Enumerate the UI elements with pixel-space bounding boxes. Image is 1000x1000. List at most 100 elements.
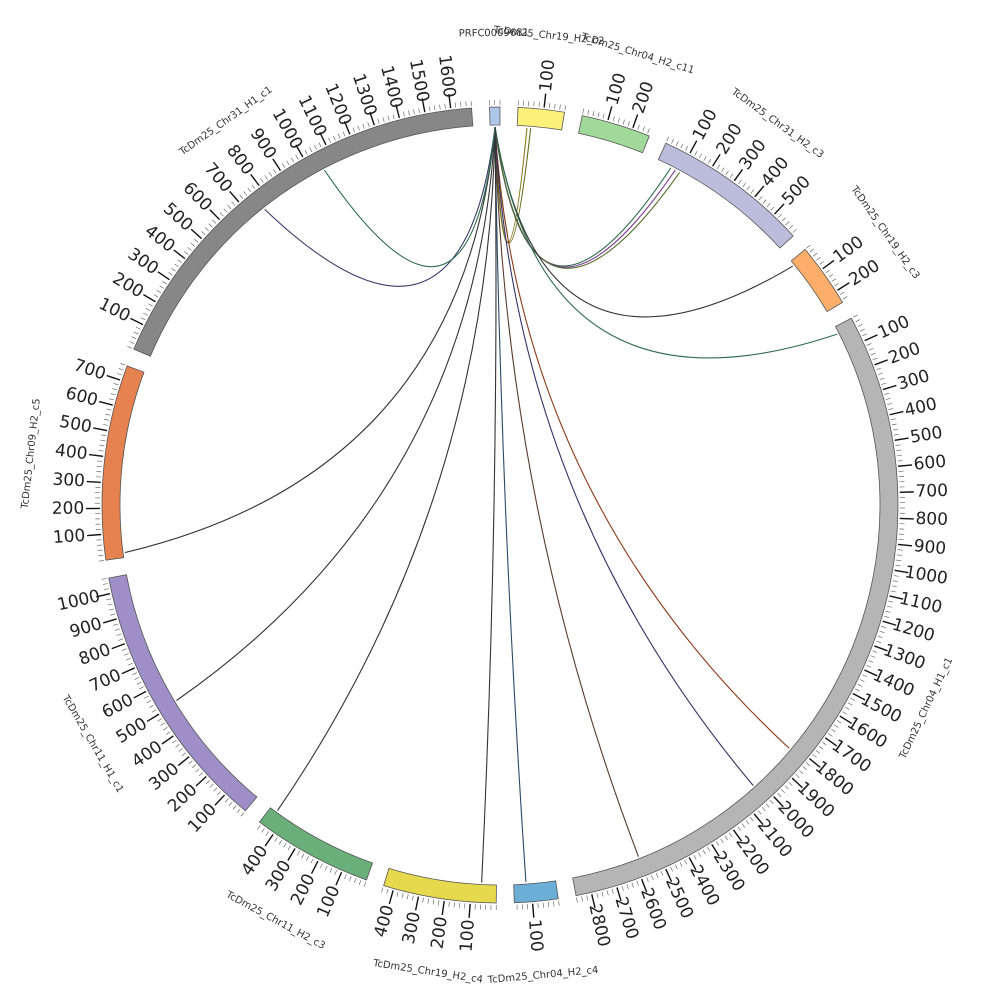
minor-tick — [144, 695, 149, 699]
minor-tick — [627, 121, 630, 127]
minor-tick — [251, 184, 256, 189]
minor-tick — [582, 108, 585, 114]
minor-tick — [281, 163, 286, 168]
minor-tick — [168, 272, 173, 276]
minor-tick — [162, 281, 167, 285]
major-tick — [889, 595, 904, 600]
minor-tick — [304, 149, 308, 155]
tick-label: 100 — [524, 919, 547, 953]
minor-tick — [205, 780, 211, 784]
minor-tick — [353, 878, 357, 883]
minor-tick — [651, 875, 654, 880]
minor-tick — [433, 105, 436, 111]
major-tick — [93, 427, 108, 432]
segment-label-tcdm25-chr31-h2-c3: TcDm25_Chr31_H2_c3 — [728, 86, 825, 161]
minor-tick — [204, 227, 209, 232]
minor-tick — [715, 841, 720, 846]
minor-tick — [109, 398, 115, 401]
tick-label: 100 — [689, 106, 722, 144]
minor-tick — [636, 880, 639, 886]
minor-tick — [231, 201, 236, 206]
minor-tick — [799, 770, 804, 774]
minor-tick — [101, 434, 107, 436]
major-tick — [102, 618, 117, 624]
minor-tick — [601, 891, 604, 897]
major-tick — [616, 887, 622, 902]
minor-tick — [698, 852, 702, 857]
minor-tick — [694, 151, 698, 156]
minor-tick — [886, 605, 892, 608]
minor-tick — [396, 891, 399, 897]
minor-tick — [273, 169, 277, 174]
major-tick — [531, 903, 535, 918]
minor-tick — [685, 146, 689, 151]
minor-tick — [888, 600, 894, 603]
tick-label: 600 — [99, 690, 137, 723]
major-tick — [894, 569, 909, 574]
tick-label: 100 — [95, 294, 133, 326]
minor-tick — [334, 870, 338, 875]
minor-tick — [892, 428, 898, 431]
minor-tick — [647, 128, 650, 134]
minor-tick — [746, 186, 751, 191]
minor-tick — [781, 789, 786, 794]
minor-tick — [114, 628, 120, 631]
major-tick — [157, 271, 170, 281]
minor-tick — [146, 700, 152, 704]
minor-tick — [357, 125, 360, 131]
minor-tick — [611, 888, 614, 894]
minor-tick — [724, 835, 728, 841]
minor-tick — [587, 109, 590, 115]
major-tick — [369, 111, 375, 126]
minor-tick — [553, 901, 555, 907]
major-tick — [173, 249, 186, 260]
minor-tick — [377, 118, 380, 124]
minor-tick — [127, 346, 133, 349]
minor-tick — [602, 113, 605, 119]
minor-tick — [166, 731, 171, 735]
minor-tick — [118, 368, 124, 371]
minor-tick — [834, 282, 839, 287]
minor-tick — [97, 460, 103, 462]
minor-tick — [876, 367, 882, 370]
minor-tick — [729, 173, 734, 178]
major-tick — [874, 359, 888, 366]
minor-tick — [362, 123, 365, 129]
minor-tick — [646, 877, 649, 882]
tick-label: 400 — [54, 441, 89, 465]
major-tick — [468, 903, 471, 918]
minor-tick — [98, 560, 104, 562]
tick-label: 400 — [903, 394, 939, 421]
minor-tick — [177, 259, 182, 263]
minor-tick — [888, 408, 894, 410]
major-tick — [143, 294, 156, 303]
major-tick — [414, 896, 420, 911]
minor-tick — [408, 110, 410, 116]
minor-tick — [194, 239, 199, 243]
minor-tick — [358, 879, 362, 885]
minor-tick — [209, 783, 214, 788]
minor-tick — [227, 205, 232, 210]
major-tick — [190, 228, 203, 240]
tick-label: 500 — [58, 412, 94, 438]
minor-tick — [693, 854, 697, 860]
minor-tick — [559, 104, 561, 110]
minor-tick — [850, 697, 855, 701]
major-tick — [882, 620, 897, 626]
minor-tick — [818, 745, 824, 750]
tick-label: 700 — [915, 481, 948, 502]
minor-tick — [402, 111, 405, 117]
tick-label: 600 — [913, 452, 947, 475]
major-tick — [395, 104, 401, 119]
minor-tick — [549, 103, 551, 109]
minor-tick — [337, 133, 341, 139]
major-tick — [96, 593, 111, 598]
minor-tick — [842, 296, 848, 300]
minor-tick — [329, 867, 333, 873]
major-tick — [822, 259, 835, 270]
segment-tcdm25-chr19-h2-c3 — [790, 248, 844, 313]
minor-tick — [596, 893, 599, 899]
major-tick — [310, 860, 319, 874]
minor-tick — [707, 846, 711, 852]
minor-tick — [612, 116, 615, 122]
